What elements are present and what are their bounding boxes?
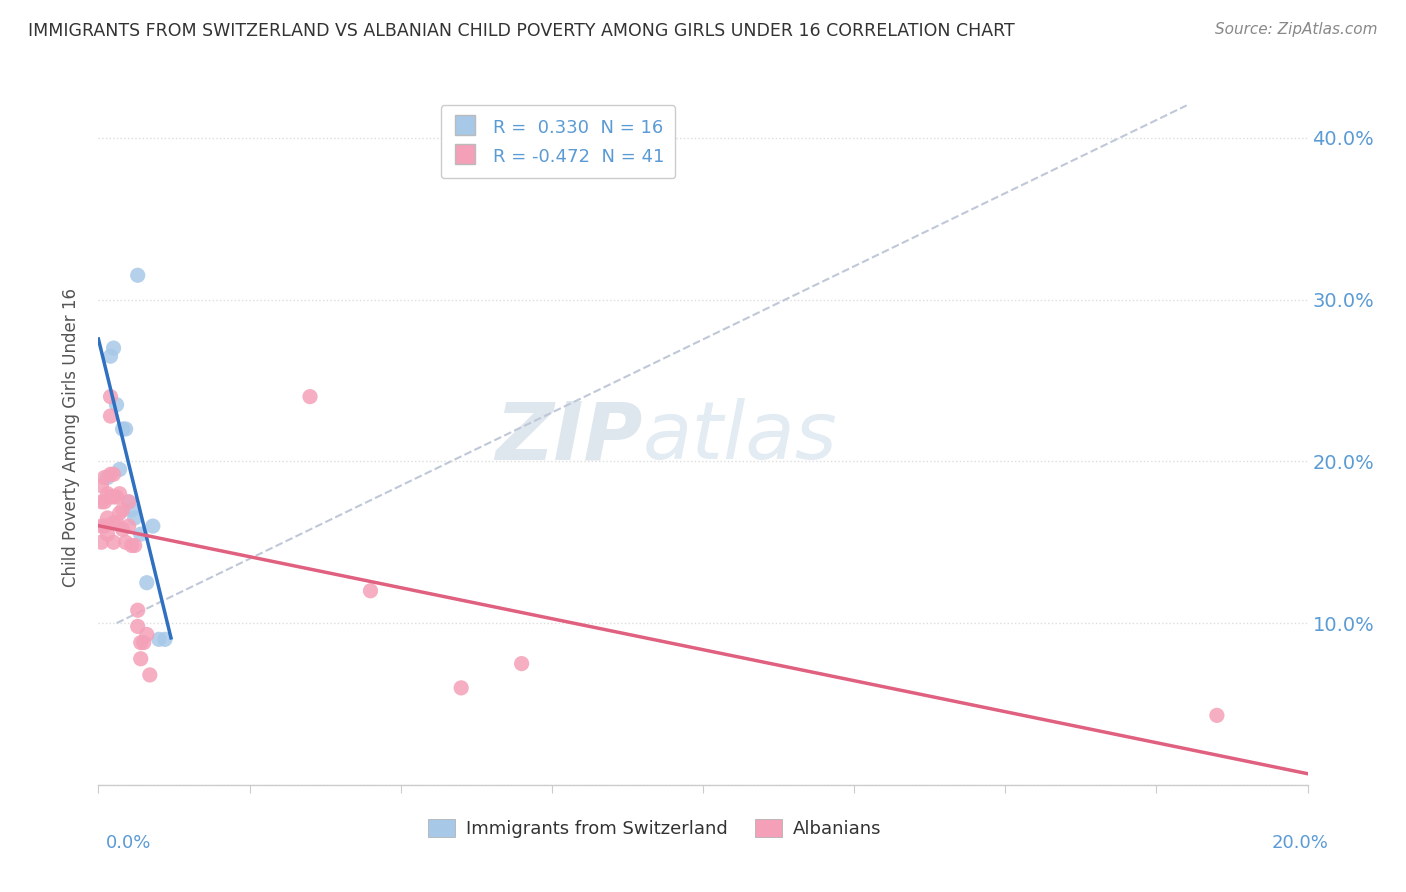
Point (103, 490, 125, 504)
Text: ZIP: ZIP (495, 398, 643, 476)
Point (93, 519, 115, 533)
Text: atlas: atlas (643, 398, 838, 476)
Point (121, 503, 143, 517)
Point (132, 635, 155, 649)
Legend: Immigrants from Switzerland, Albanians: Immigrants from Switzerland, Albanians (420, 812, 889, 846)
Point (1206, 708, 1229, 723)
Point (450, 681, 472, 695)
Point (105, 490, 128, 504)
Point (127, 619, 149, 633)
Point (510, 657, 533, 671)
Text: 20.0%: 20.0% (1272, 834, 1329, 852)
Point (108, 486, 131, 500)
Point (124, 511, 146, 525)
Point (100, 349, 122, 363)
Text: Source: ZipAtlas.com: Source: ZipAtlas.com (1215, 22, 1378, 37)
Point (124, 539, 146, 553)
Point (100, 390, 122, 404)
Point (118, 519, 141, 533)
Point (103, 341, 125, 355)
Point (96, 486, 118, 500)
Point (360, 583, 382, 598)
Point (118, 495, 141, 509)
Point (153, 632, 176, 647)
Point (111, 503, 134, 517)
Point (93, 470, 115, 484)
Point (111, 422, 134, 436)
Point (108, 462, 131, 476)
Point (100, 490, 122, 504)
Point (93, 495, 115, 509)
Point (90, 478, 112, 492)
Point (90, 495, 112, 509)
Point (96, 527, 118, 541)
Point (90, 519, 112, 533)
Point (105, 516, 128, 530)
Point (100, 409, 122, 423)
Point (100, 467, 122, 482)
Point (299, 390, 322, 404)
Point (118, 495, 141, 509)
Point (135, 575, 157, 590)
Point (129, 527, 152, 541)
Point (135, 627, 157, 641)
Point (111, 522, 134, 536)
Point (139, 668, 162, 682)
Point (129, 652, 152, 666)
Point (127, 268, 149, 283)
Point (129, 635, 152, 649)
Point (96, 470, 118, 484)
Point (103, 516, 125, 530)
Point (127, 603, 149, 617)
Y-axis label: Child Poverty Among Girls Under 16: Child Poverty Among Girls Under 16 (62, 287, 80, 587)
Point (103, 535, 125, 549)
Point (148, 632, 170, 647)
Point (90, 535, 112, 549)
Point (114, 422, 136, 436)
Text: 0.0%: 0.0% (105, 834, 150, 852)
Point (142, 519, 165, 533)
Point (103, 467, 125, 482)
Point (121, 539, 143, 553)
Point (96, 511, 118, 525)
Point (108, 506, 131, 520)
Text: IMMIGRANTS FROM SWITZERLAND VS ALBANIAN CHILD POVERTY AMONG GIRLS UNDER 16 CORRE: IMMIGRANTS FROM SWITZERLAND VS ALBANIAN … (28, 22, 1015, 40)
Point (105, 398, 128, 412)
Point (114, 535, 136, 549)
